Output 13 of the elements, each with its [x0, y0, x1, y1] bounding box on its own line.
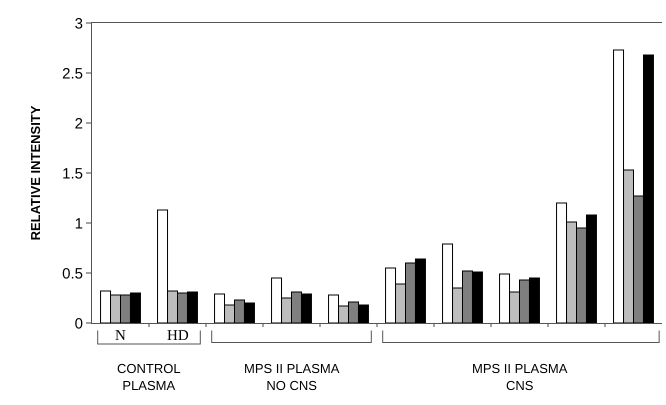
y-tick-label: 2.5	[62, 65, 83, 82]
y-axis-title: RELATIVE INTENSITY	[28, 105, 44, 240]
text: MPS II PLASMA CNS	[472, 361, 568, 393]
text: HD	[167, 328, 189, 344]
text: N	[115, 328, 126, 344]
y-tick-label: 0.5	[62, 265, 83, 282]
text: CONTROL PLASMA	[117, 361, 181, 393]
y-tick-label: 2	[74, 115, 83, 132]
y-tick-label: 0	[74, 315, 83, 332]
y-tick-label: 1.5	[62, 165, 83, 182]
y-tick-label: 1	[74, 215, 83, 232]
y-tick-label: 3	[74, 15, 83, 32]
text: MPS II PLASMA NO CNS	[244, 361, 340, 393]
